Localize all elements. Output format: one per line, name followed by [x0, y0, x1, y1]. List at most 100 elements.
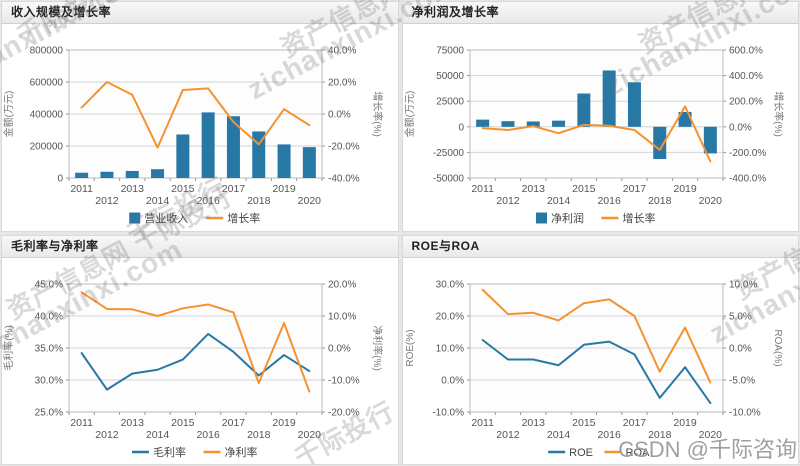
- svg-text:2017: 2017: [622, 183, 646, 195]
- svg-text:35.0%: 35.0%: [35, 343, 63, 354]
- netprofit-growth-chart: 75000 50000 25000 0 -25000 -50000 600.0% 400.0%…: [403, 46, 785, 226]
- svg-text:-25000: -25000: [432, 148, 464, 159]
- panel-body: 45.0% 40.0% 35.0% 30.0% 25.0% 20.0% 10.0% 0.0% -…: [2, 258, 398, 465]
- svg-text:2013: 2013: [521, 417, 545, 429]
- svg-text:ROE(%): ROE(%): [405, 329, 416, 366]
- svg-text:2018: 2018: [247, 429, 271, 441]
- svg-text:2016: 2016: [597, 195, 621, 207]
- svg-text:2017: 2017: [622, 417, 646, 429]
- svg-text:2020: 2020: [698, 429, 722, 441]
- svg-text:2020: 2020: [698, 195, 722, 207]
- svg-text:40.0%: 40.0%: [35, 311, 63, 322]
- legend-label: 营业收入: [144, 211, 188, 225]
- svg-text:45.0%: 45.0%: [35, 279, 63, 290]
- svg-text:30.0%: 30.0%: [35, 375, 63, 386]
- bar-2015: [176, 134, 190, 178]
- svg-text:金额(万元): 金额(万元): [2, 91, 15, 138]
- line-series: [80, 332, 311, 391]
- bar-2016: [201, 112, 215, 178]
- svg-text:金额(万元): 金额(万元): [403, 91, 416, 138]
- svg-text:-10.0%: -10.0%: [432, 407, 464, 418]
- svg-text:2011: 2011: [70, 183, 93, 195]
- svg-text:10.0%: 10.0%: [435, 343, 463, 354]
- svg-text:800000: 800000: [30, 46, 64, 57]
- svg-text:0.0%: 0.0%: [441, 375, 464, 386]
- bar-2020: [302, 147, 316, 178]
- svg-text:10.0%: 10.0%: [729, 279, 757, 290]
- svg-text:0.0%: 0.0%: [328, 343, 351, 354]
- bar-2020: [703, 126, 717, 154]
- svg-text:2014: 2014: [146, 429, 170, 441]
- svg-text:2020: 2020: [298, 429, 322, 441]
- svg-text:30.0%: 30.0%: [435, 279, 463, 290]
- svg-text:-20.0%: -20.0%: [328, 407, 360, 418]
- svg-text:2014: 2014: [546, 195, 570, 207]
- bar-2018: [252, 131, 266, 178]
- svg-text:20.0%: 20.0%: [328, 279, 356, 290]
- line-series: [80, 290, 311, 393]
- svg-text:2014: 2014: [146, 195, 170, 207]
- panel-title: ROE与ROA: [402, 235, 798, 258]
- bar-2014: [151, 169, 165, 178]
- svg-text:增长率(%): 增长率(%): [772, 91, 785, 137]
- svg-text:0.0%: 0.0%: [328, 110, 351, 121]
- svg-text:2020: 2020: [298, 195, 322, 207]
- svg-text:20.0%: 20.0%: [435, 311, 463, 322]
- svg-text:2014: 2014: [546, 429, 570, 441]
- bar-2014: [551, 120, 565, 127]
- line-series: [481, 338, 711, 404]
- svg-text:2018: 2018: [648, 429, 672, 441]
- legend-label: 毛利率: [153, 445, 186, 459]
- svg-text:2016: 2016: [196, 429, 220, 441]
- svg-text:2012: 2012: [496, 429, 520, 441]
- bar-2012: [500, 121, 514, 127]
- svg-text:2015: 2015: [572, 183, 596, 195]
- svg-text:2019: 2019: [272, 417, 296, 429]
- legend-label: 增长率: [622, 211, 655, 225]
- svg-text:200000: 200000: [30, 142, 64, 153]
- svg-text:2015: 2015: [171, 183, 195, 195]
- svg-text:增长率(%): 增长率(%): [371, 91, 384, 137]
- svg-text:2012: 2012: [95, 195, 119, 207]
- svg-text:0: 0: [57, 174, 63, 185]
- bar-2013: [526, 121, 540, 127]
- svg-text:75000: 75000: [436, 46, 464, 57]
- bar-2013: [125, 170, 139, 178]
- svg-text:2019: 2019: [673, 417, 697, 429]
- margins-chart: 45.0% 40.0% 35.0% 30.0% 25.0% 20.0% 10.0% 0.0% -…: [2, 279, 384, 459]
- panel-title: 净利润及增长率: [402, 2, 798, 24]
- bar-2019: [277, 144, 291, 178]
- panel-revenue-growth: 收入规模及增长率 800000 600000 400000 200000 0 40.0% 2…: [1, 1, 399, 232]
- panel-netprofit-growth: 净利润及增长率 75000 50000 25000 0 -25000 -50000 600.…: [401, 1, 799, 232]
- svg-text:-50000: -50000: [432, 174, 464, 185]
- svg-text:600000: 600000: [30, 78, 64, 89]
- svg-text:40.0%: 40.0%: [328, 46, 356, 57]
- bar-2017: [627, 82, 641, 127]
- svg-text:25000: 25000: [436, 97, 464, 108]
- svg-text:-400.0%: -400.0%: [729, 174, 766, 185]
- svg-text:10.0%: 10.0%: [328, 311, 356, 322]
- panel-body: 800000 600000 400000 200000 0 40.0% 20.0% 0.0% -…: [2, 24, 398, 231]
- svg-text:2013: 2013: [121, 183, 145, 195]
- svg-text:25.0%: 25.0%: [35, 407, 63, 418]
- panel-roe-roa: ROE与ROA 30.0% 20.0% 10.0% 0.0% -10.0% 10.0% 5.…: [401, 234, 799, 465]
- svg-text:2012: 2012: [95, 429, 119, 441]
- svg-text:2011: 2011: [471, 417, 494, 429]
- svg-text:2011: 2011: [471, 183, 494, 195]
- bar-2017: [226, 116, 240, 178]
- svg-text:2019: 2019: [673, 183, 697, 195]
- roe-roa-chart: 30.0% 20.0% 10.0% 0.0% -10.0% 10.0% 5.0% 0.0% -5…: [405, 279, 783, 459]
- svg-text:0.0%: 0.0%: [729, 122, 752, 133]
- line-series: [481, 288, 711, 384]
- legend-swatch: [535, 212, 547, 224]
- svg-text:2018: 2018: [247, 195, 271, 207]
- bar-2016: [602, 70, 616, 127]
- bar-2011: [75, 172, 89, 178]
- svg-text:400000: 400000: [30, 110, 64, 121]
- svg-text:20.0%: 20.0%: [328, 78, 356, 89]
- svg-text:2013: 2013: [521, 183, 545, 195]
- svg-text:2016: 2016: [597, 429, 621, 441]
- svg-text:2018: 2018: [648, 195, 672, 207]
- panel-margins: 毛利率与净利率 45.0% 40.0% 35.0% 30.0% 25.0% 20.0% 10…: [1, 234, 399, 465]
